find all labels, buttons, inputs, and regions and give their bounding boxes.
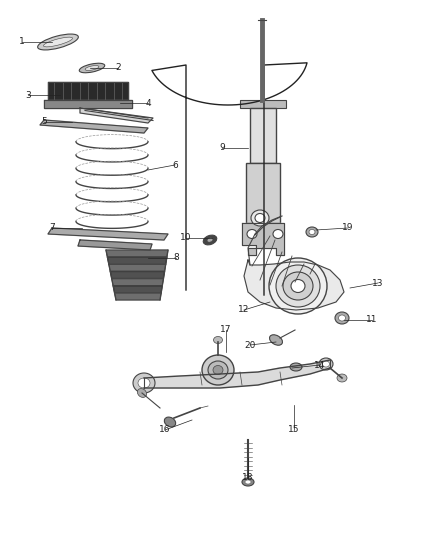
Ellipse shape xyxy=(291,279,305,293)
Bar xyxy=(250,108,276,163)
Ellipse shape xyxy=(339,315,346,321)
Polygon shape xyxy=(113,286,162,293)
Ellipse shape xyxy=(202,355,234,385)
Polygon shape xyxy=(40,120,148,133)
Bar xyxy=(246,163,280,223)
Text: 18: 18 xyxy=(242,473,254,482)
Ellipse shape xyxy=(309,230,315,235)
Text: 5: 5 xyxy=(41,117,47,126)
Text: 14: 14 xyxy=(314,360,326,369)
Text: 2: 2 xyxy=(115,63,121,72)
Ellipse shape xyxy=(38,34,78,50)
Text: 1: 1 xyxy=(19,37,25,46)
Text: 20: 20 xyxy=(244,341,256,350)
Text: 17: 17 xyxy=(220,326,232,335)
Polygon shape xyxy=(109,264,166,271)
Ellipse shape xyxy=(133,373,155,393)
Text: 10: 10 xyxy=(180,233,192,243)
Polygon shape xyxy=(112,279,163,286)
Text: 12: 12 xyxy=(238,305,250,314)
Text: 3: 3 xyxy=(25,91,31,100)
Text: 8: 8 xyxy=(173,254,179,262)
Ellipse shape xyxy=(247,230,257,238)
Ellipse shape xyxy=(85,66,99,70)
Text: 16: 16 xyxy=(159,425,171,434)
Polygon shape xyxy=(115,293,161,300)
Text: 13: 13 xyxy=(372,279,384,287)
Ellipse shape xyxy=(322,361,329,367)
Polygon shape xyxy=(48,228,168,240)
Polygon shape xyxy=(80,108,153,123)
Polygon shape xyxy=(44,100,132,108)
Ellipse shape xyxy=(269,335,283,345)
Ellipse shape xyxy=(319,358,333,370)
Text: 9: 9 xyxy=(219,143,225,152)
Ellipse shape xyxy=(337,374,347,382)
Ellipse shape xyxy=(290,363,302,371)
Ellipse shape xyxy=(164,417,176,427)
Polygon shape xyxy=(48,82,128,100)
Text: 6: 6 xyxy=(172,160,178,169)
Ellipse shape xyxy=(251,210,269,226)
Ellipse shape xyxy=(79,63,105,73)
Polygon shape xyxy=(144,360,330,388)
Text: 4: 4 xyxy=(145,99,151,108)
Polygon shape xyxy=(242,223,284,255)
Ellipse shape xyxy=(276,265,320,307)
Ellipse shape xyxy=(255,214,265,222)
Ellipse shape xyxy=(335,312,349,324)
Ellipse shape xyxy=(245,480,251,484)
Ellipse shape xyxy=(213,336,223,343)
Polygon shape xyxy=(106,250,168,257)
Text: 15: 15 xyxy=(288,425,300,434)
Text: 11: 11 xyxy=(366,316,378,325)
Ellipse shape xyxy=(43,37,73,47)
Ellipse shape xyxy=(208,361,228,379)
Text: 7: 7 xyxy=(49,223,55,232)
Polygon shape xyxy=(110,271,165,279)
Polygon shape xyxy=(78,240,152,250)
Ellipse shape xyxy=(213,366,223,375)
Ellipse shape xyxy=(283,272,313,300)
Ellipse shape xyxy=(138,389,147,398)
Ellipse shape xyxy=(138,378,150,388)
Ellipse shape xyxy=(203,235,217,245)
Text: 19: 19 xyxy=(342,223,354,232)
Polygon shape xyxy=(244,260,344,310)
Bar xyxy=(240,100,286,108)
Ellipse shape xyxy=(242,478,254,486)
Ellipse shape xyxy=(273,230,283,238)
Ellipse shape xyxy=(269,258,327,314)
Ellipse shape xyxy=(306,227,318,237)
Polygon shape xyxy=(107,257,167,264)
Ellipse shape xyxy=(207,238,213,242)
